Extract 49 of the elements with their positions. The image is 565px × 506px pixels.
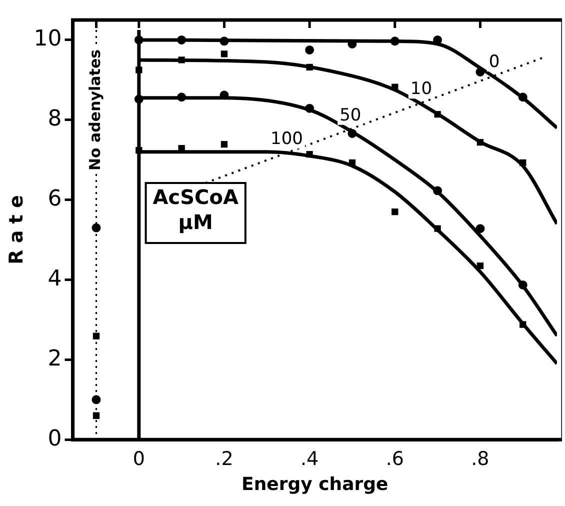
point <box>348 128 357 138</box>
point <box>476 67 485 76</box>
point <box>92 412 100 419</box>
x-tick-label: .8 <box>471 448 490 470</box>
series-label: 100 <box>270 128 303 149</box>
point <box>476 138 484 146</box>
point <box>220 50 228 58</box>
x-tick-label: .2 <box>215 448 234 470</box>
point <box>434 225 441 232</box>
x-axis-title: Energy charge <box>242 474 388 495</box>
point <box>392 208 398 216</box>
point <box>177 35 186 44</box>
y-tick-label: 4 <box>48 266 62 292</box>
series-label: 10 <box>410 79 432 100</box>
point <box>520 321 526 328</box>
point <box>177 92 186 102</box>
point <box>220 36 229 46</box>
y-tick-label: 10 <box>34 26 62 52</box>
point <box>390 36 400 46</box>
point <box>305 45 314 54</box>
y-tick-label: 0 <box>48 426 62 452</box>
point <box>518 280 528 290</box>
x-tick-label: 0 <box>132 448 145 470</box>
point <box>92 332 100 340</box>
point <box>92 223 101 232</box>
y-axis-title: R a t e <box>5 195 28 264</box>
point <box>306 64 313 70</box>
x-tick-label: .6 <box>386 448 404 470</box>
y-tick-label: 8 <box>48 106 62 132</box>
annotation: AcSCoA µM <box>152 185 239 234</box>
y-tick-label: 2 <box>48 346 62 372</box>
point <box>518 92 528 102</box>
series-label: 50 <box>340 105 362 126</box>
point <box>220 140 228 148</box>
point <box>434 110 441 118</box>
point <box>520 159 526 166</box>
point <box>392 84 398 90</box>
series-label: 0 <box>488 52 500 72</box>
y-tick-label: 6 <box>48 186 62 212</box>
point <box>220 90 229 100</box>
point <box>476 224 485 234</box>
ref-line-label: No adenylates <box>86 49 104 171</box>
point <box>178 56 185 64</box>
point <box>476 262 484 270</box>
point <box>305 104 314 113</box>
point <box>348 159 356 166</box>
point <box>306 150 313 158</box>
x-tick-label: .4 <box>300 448 319 470</box>
point <box>433 186 442 196</box>
